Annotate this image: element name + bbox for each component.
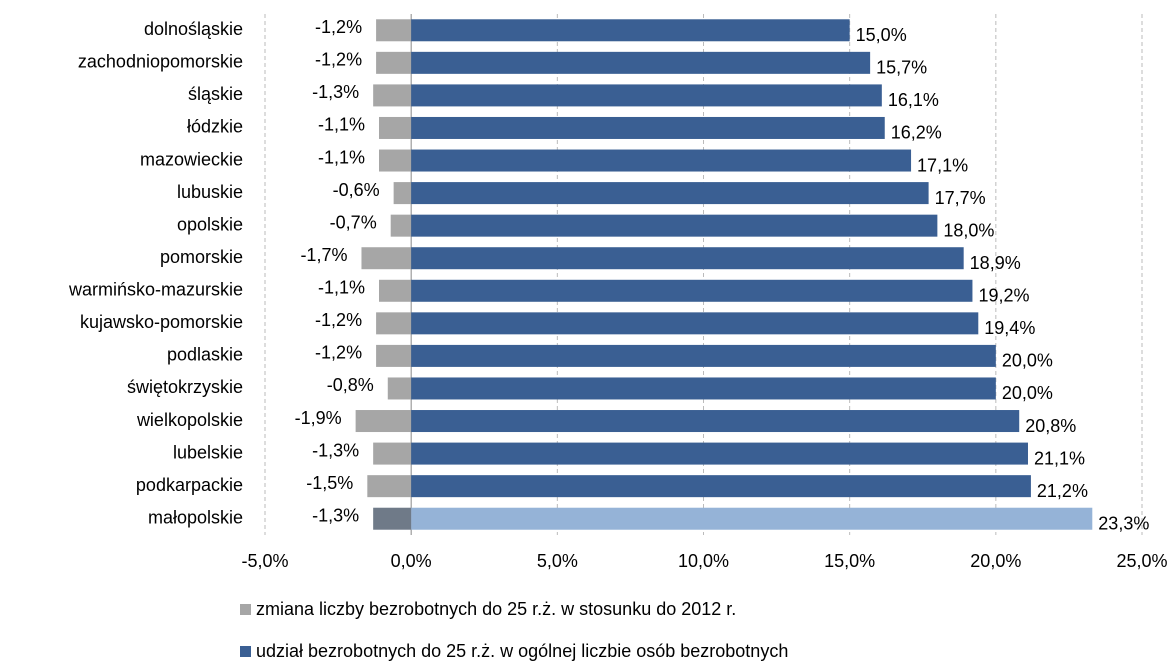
y-tick-label: dolnośląskie xyxy=(144,19,243,39)
data-label: 17,7% xyxy=(935,188,986,208)
legend-label: udział bezrobotnych do 25 r.ż. w ogólnej… xyxy=(256,641,788,661)
data-label: 23,3% xyxy=(1098,513,1149,533)
y-tick-label: śląskie xyxy=(188,84,243,104)
bar xyxy=(411,507,1093,530)
bar xyxy=(411,410,1020,433)
bar xyxy=(393,182,412,205)
bar xyxy=(373,84,412,107)
bar xyxy=(376,344,412,367)
data-label: 19,2% xyxy=(978,286,1029,306)
x-tick-label: 0,0% xyxy=(391,551,432,571)
data-label: -0,8% xyxy=(327,375,374,395)
x-tick-label: 5,0% xyxy=(537,551,578,571)
y-tick-label: lubelskie xyxy=(173,442,243,462)
y-tick-label: świętokrzyskie xyxy=(127,377,243,397)
data-label: 17,1% xyxy=(917,155,968,175)
bar xyxy=(411,475,1031,498)
x-tick-label: 15,0% xyxy=(824,551,875,571)
y-tick-label: podkarpackie xyxy=(136,475,243,495)
bar xyxy=(390,214,412,237)
data-label: 16,1% xyxy=(888,90,939,110)
data-label: -1,1% xyxy=(318,115,365,135)
bar xyxy=(373,507,412,530)
data-label: -1,1% xyxy=(318,147,365,167)
bar xyxy=(376,19,412,42)
bar xyxy=(411,19,850,42)
data-label: -0,6% xyxy=(333,180,380,200)
x-tick-label: 25,0% xyxy=(1116,551,1167,571)
bar xyxy=(411,377,996,400)
x-tick-label: 10,0% xyxy=(678,551,729,571)
x-tick-label: -5,0% xyxy=(241,551,288,571)
bar xyxy=(361,247,412,270)
y-tick-label: kujawsko-pomorskie xyxy=(80,312,243,332)
bar xyxy=(379,149,412,172)
bar xyxy=(411,116,885,139)
data-label: -1,7% xyxy=(300,245,347,265)
bar xyxy=(411,214,938,237)
data-label: -1,3% xyxy=(312,82,359,102)
y-tick-label: zachodniopomorskie xyxy=(78,52,243,72)
data-label: -1,3% xyxy=(312,505,359,525)
data-label: 20,0% xyxy=(1002,383,1053,403)
data-label: 15,7% xyxy=(876,58,927,78)
bar xyxy=(379,116,412,139)
bar xyxy=(376,312,412,335)
data-label: 18,0% xyxy=(943,220,994,240)
data-label: -0,7% xyxy=(330,212,377,232)
legend-label: zmiana liczby bezrobotnych do 25 r.ż. w … xyxy=(256,599,736,619)
y-tick-label: opolskie xyxy=(177,214,243,234)
x-tick-label: 20,0% xyxy=(970,551,1021,571)
y-tick-label: małopolskie xyxy=(148,507,243,527)
data-label: -1,3% xyxy=(312,440,359,460)
data-label: -1,2% xyxy=(315,17,362,37)
bar xyxy=(411,149,912,172)
legend-swatch xyxy=(240,604,251,615)
data-label: 15,0% xyxy=(856,25,907,45)
data-label: 18,9% xyxy=(970,253,1021,273)
bar xyxy=(411,84,882,107)
legend-swatch xyxy=(240,646,251,657)
data-label: 20,8% xyxy=(1025,416,1076,436)
data-label: -1,2% xyxy=(315,50,362,70)
data-label: 20,0% xyxy=(1002,351,1053,371)
data-label: -1,2% xyxy=(315,310,362,330)
y-tick-label: łódzkie xyxy=(187,117,243,137)
data-label: 21,2% xyxy=(1037,481,1088,501)
data-label: -1,9% xyxy=(295,408,342,428)
data-label: -1,1% xyxy=(318,278,365,298)
data-label: 21,1% xyxy=(1034,448,1085,468)
data-label: -1,2% xyxy=(315,343,362,363)
y-tick-label: wielkopolskie xyxy=(136,410,243,430)
data-label: 19,4% xyxy=(984,318,1035,338)
bar xyxy=(379,279,412,302)
bar xyxy=(387,377,412,400)
bar xyxy=(411,312,979,335)
y-tick-label: pomorskie xyxy=(160,247,243,267)
y-tick-label: mazowieckie xyxy=(140,149,243,169)
y-tick-label: lubuskie xyxy=(177,182,243,202)
y-tick-label: podlaskie xyxy=(167,345,243,365)
bar xyxy=(376,51,412,74)
bar xyxy=(367,475,412,498)
y-tick-label: warmińsko-mazurskie xyxy=(68,280,243,300)
bar xyxy=(411,51,871,74)
data-label: 16,2% xyxy=(891,123,942,143)
bar xyxy=(411,182,929,205)
bar xyxy=(411,247,964,270)
bar xyxy=(411,279,973,302)
bar xyxy=(373,442,412,465)
data-label: -1,5% xyxy=(306,473,353,493)
bar xyxy=(411,442,1028,465)
bar xyxy=(355,410,412,433)
bar xyxy=(411,344,996,367)
